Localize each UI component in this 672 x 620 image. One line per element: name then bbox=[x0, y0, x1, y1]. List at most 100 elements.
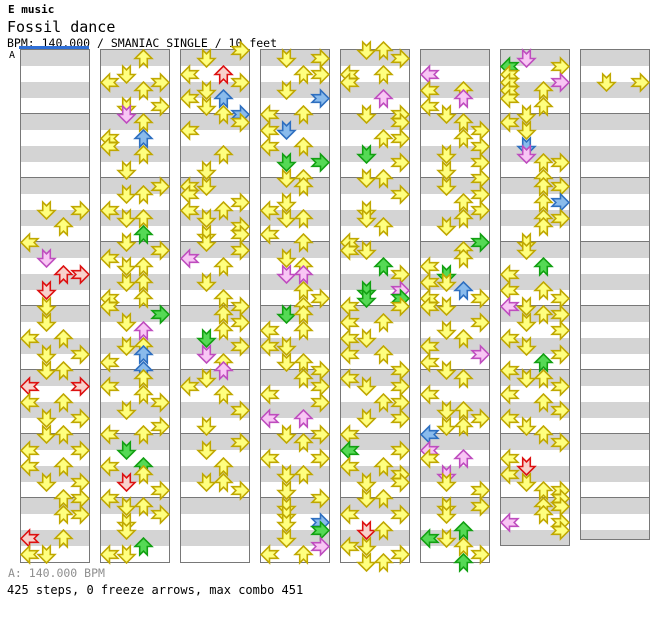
arrow-up bbox=[533, 256, 554, 277]
arrow-down bbox=[196, 271, 217, 292]
arrow-up bbox=[133, 384, 154, 405]
arrow-right bbox=[390, 263, 411, 285]
measure-line bbox=[341, 113, 409, 114]
arrow-down bbox=[436, 175, 457, 196]
measure-line bbox=[581, 369, 649, 370]
arrow-up bbox=[533, 504, 554, 525]
arrow-down bbox=[276, 79, 297, 100]
arrow-up bbox=[373, 552, 394, 573]
measure-line bbox=[501, 369, 569, 370]
arrow-left bbox=[179, 119, 200, 141]
arrow-down bbox=[516, 119, 537, 140]
arrow-left bbox=[419, 383, 440, 405]
arrow-right bbox=[550, 191, 571, 213]
arrow-left bbox=[259, 135, 280, 157]
arrow-down bbox=[116, 207, 137, 228]
arrow-up bbox=[213, 320, 234, 341]
measure-line bbox=[581, 305, 649, 306]
measure-line bbox=[261, 369, 329, 370]
arrow-down bbox=[276, 207, 297, 228]
arrow-down bbox=[516, 103, 537, 124]
arrow-up bbox=[533, 352, 554, 373]
measure-line bbox=[341, 305, 409, 306]
arrow-up bbox=[133, 320, 154, 341]
arrow-left bbox=[259, 103, 280, 125]
arrow-left bbox=[19, 391, 40, 413]
arrow-up bbox=[133, 184, 154, 205]
arrow-down bbox=[196, 95, 217, 116]
arrow-down bbox=[436, 103, 457, 124]
arrow-up bbox=[373, 88, 394, 109]
arrow-down bbox=[116, 543, 137, 564]
arrow-down bbox=[196, 79, 217, 100]
arrow-up bbox=[373, 128, 394, 149]
arrow-left bbox=[339, 439, 360, 461]
measure-line bbox=[421, 497, 489, 498]
arrow-down bbox=[436, 359, 457, 380]
arrow-left bbox=[499, 263, 520, 285]
arrow-up bbox=[133, 224, 154, 245]
arrow-down bbox=[36, 199, 57, 220]
arrow-down bbox=[196, 175, 217, 196]
arrow-up bbox=[453, 88, 474, 109]
arrow-right bbox=[470, 543, 491, 565]
arrow-up bbox=[133, 144, 154, 165]
arrow-up bbox=[293, 64, 314, 85]
arrow-right bbox=[310, 47, 331, 69]
arrow-left bbox=[99, 71, 120, 93]
section-a-label: A bbox=[9, 50, 16, 61]
arrow-down bbox=[356, 143, 377, 164]
arrow-left bbox=[19, 231, 40, 253]
arrow-down bbox=[356, 167, 377, 188]
measure-line bbox=[501, 305, 569, 306]
arrow-up bbox=[213, 304, 234, 325]
arrow-right bbox=[310, 87, 331, 109]
arrow-right bbox=[550, 431, 571, 453]
app-title: E music bbox=[8, 3, 55, 16]
arrow-left bbox=[99, 135, 120, 157]
arrow-up bbox=[373, 488, 394, 509]
arrow-down bbox=[116, 183, 137, 204]
arrow-up bbox=[213, 360, 234, 381]
arrow-down bbox=[436, 415, 457, 436]
arrow-left bbox=[499, 279, 520, 301]
arrow-left bbox=[19, 439, 40, 461]
arrow-right bbox=[70, 471, 91, 493]
arrow-left bbox=[179, 87, 200, 109]
arrow-right bbox=[150, 303, 171, 325]
arrow-left bbox=[259, 383, 280, 405]
arrow-right bbox=[470, 119, 491, 141]
arrow-right bbox=[230, 399, 251, 421]
arrow-up bbox=[133, 256, 154, 277]
arrow-right bbox=[470, 343, 491, 365]
arrow-up bbox=[453, 208, 474, 229]
arrow-right bbox=[230, 479, 251, 501]
arrow-up bbox=[133, 536, 154, 557]
arrow-up bbox=[213, 256, 234, 277]
measure-line bbox=[101, 177, 169, 178]
arrow-left bbox=[339, 423, 360, 445]
arrow-up bbox=[213, 472, 234, 493]
arrow-up bbox=[453, 536, 474, 557]
arrow-right bbox=[70, 199, 91, 221]
arrow-left bbox=[259, 223, 280, 245]
arrow-up bbox=[533, 96, 554, 117]
arrow-left bbox=[499, 295, 520, 317]
song-title: Fossil dance bbox=[7, 18, 116, 36]
arrow-down bbox=[116, 495, 137, 516]
arrow-right bbox=[550, 287, 571, 309]
arrow-left bbox=[99, 247, 120, 269]
arrow-down bbox=[276, 423, 297, 444]
arrow-left bbox=[99, 295, 120, 317]
arrow-right bbox=[310, 287, 331, 309]
chart-column-3 bbox=[179, 39, 251, 563]
arrow-down bbox=[276, 527, 297, 548]
arrow-left bbox=[339, 239, 360, 261]
arrow-right bbox=[70, 503, 91, 525]
arrow-left bbox=[259, 543, 280, 565]
chart-column-7 bbox=[499, 47, 571, 546]
arrow-left bbox=[339, 311, 360, 333]
measure-line bbox=[181, 177, 249, 178]
measure-line bbox=[181, 497, 249, 498]
arrow-up bbox=[133, 208, 154, 229]
